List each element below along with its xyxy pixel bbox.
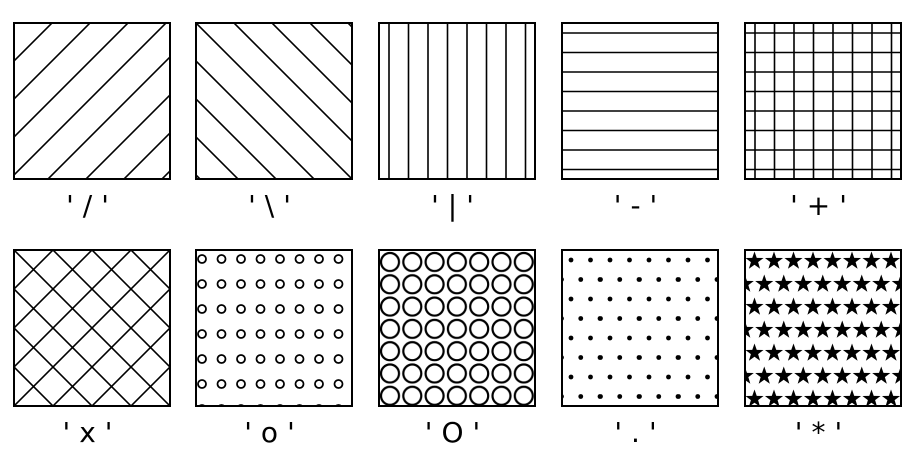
hatch-cell-vertical: '|' [378, 22, 536, 222]
hatch-cell-backslash: '\' [195, 22, 353, 222]
hatch-swatch-dots [562, 250, 718, 406]
hatch-swatch-horizontal [562, 23, 718, 179]
hatch-cell-diagonal-cross: 'x' [13, 249, 171, 449]
hatch-label-forward-slash: '/' [66, 189, 118, 222]
hatch-swatch-diagonal-cross [14, 250, 170, 406]
hatch-label-stars: '*' [795, 416, 851, 449]
hatch-swatch-vertical [379, 23, 535, 179]
hatch-label-cross: '+' [790, 189, 856, 222]
hatch-label-backslash: '\' [248, 189, 300, 222]
hatch-cell-small-circles: 'o' [195, 249, 353, 449]
hatch-swatch-cross [745, 23, 901, 179]
hatch-swatch-small-circles [196, 250, 352, 406]
hatch-swatch-border [13, 22, 171, 180]
hatch-cell-stars: '*' [744, 249, 902, 449]
hatch-swatch-stars [745, 250, 901, 406]
hatch-cell-dots: '.' [561, 249, 719, 449]
hatch-cell-large-circles: 'O' [378, 249, 536, 449]
hatch-swatch-border [13, 249, 171, 407]
hatch-swatch-border [744, 249, 902, 407]
hatch-swatch-border [378, 249, 536, 407]
hatch-cell-forward-slash: '/' [13, 22, 171, 222]
hatch-swatch-border [195, 22, 353, 180]
hatch-swatch-forward-slash [14, 23, 170, 179]
hatch-swatch-border [561, 249, 719, 407]
hatch-label-small-circles: 'o' [244, 416, 304, 449]
hatch-swatch-backslash [196, 23, 352, 179]
hatch-cell-horizontal: '-' [561, 22, 719, 222]
hatch-cell-cross: '+' [744, 22, 902, 222]
hatch-swatch-border [561, 22, 719, 180]
hatch-swatch-border [195, 249, 353, 407]
hatch-label-dots: '.' [614, 416, 665, 449]
hatch-label-vertical: '|' [431, 189, 483, 222]
hatch-swatch-border [744, 22, 902, 180]
hatch-label-large-circles: 'O' [425, 416, 489, 449]
hatch-label-horizontal: '-' [614, 189, 667, 222]
hatch-swatch-border [378, 22, 536, 180]
hatch-swatch-large-circles [379, 250, 535, 406]
hatch-label-diagonal-cross: 'x' [63, 416, 122, 449]
